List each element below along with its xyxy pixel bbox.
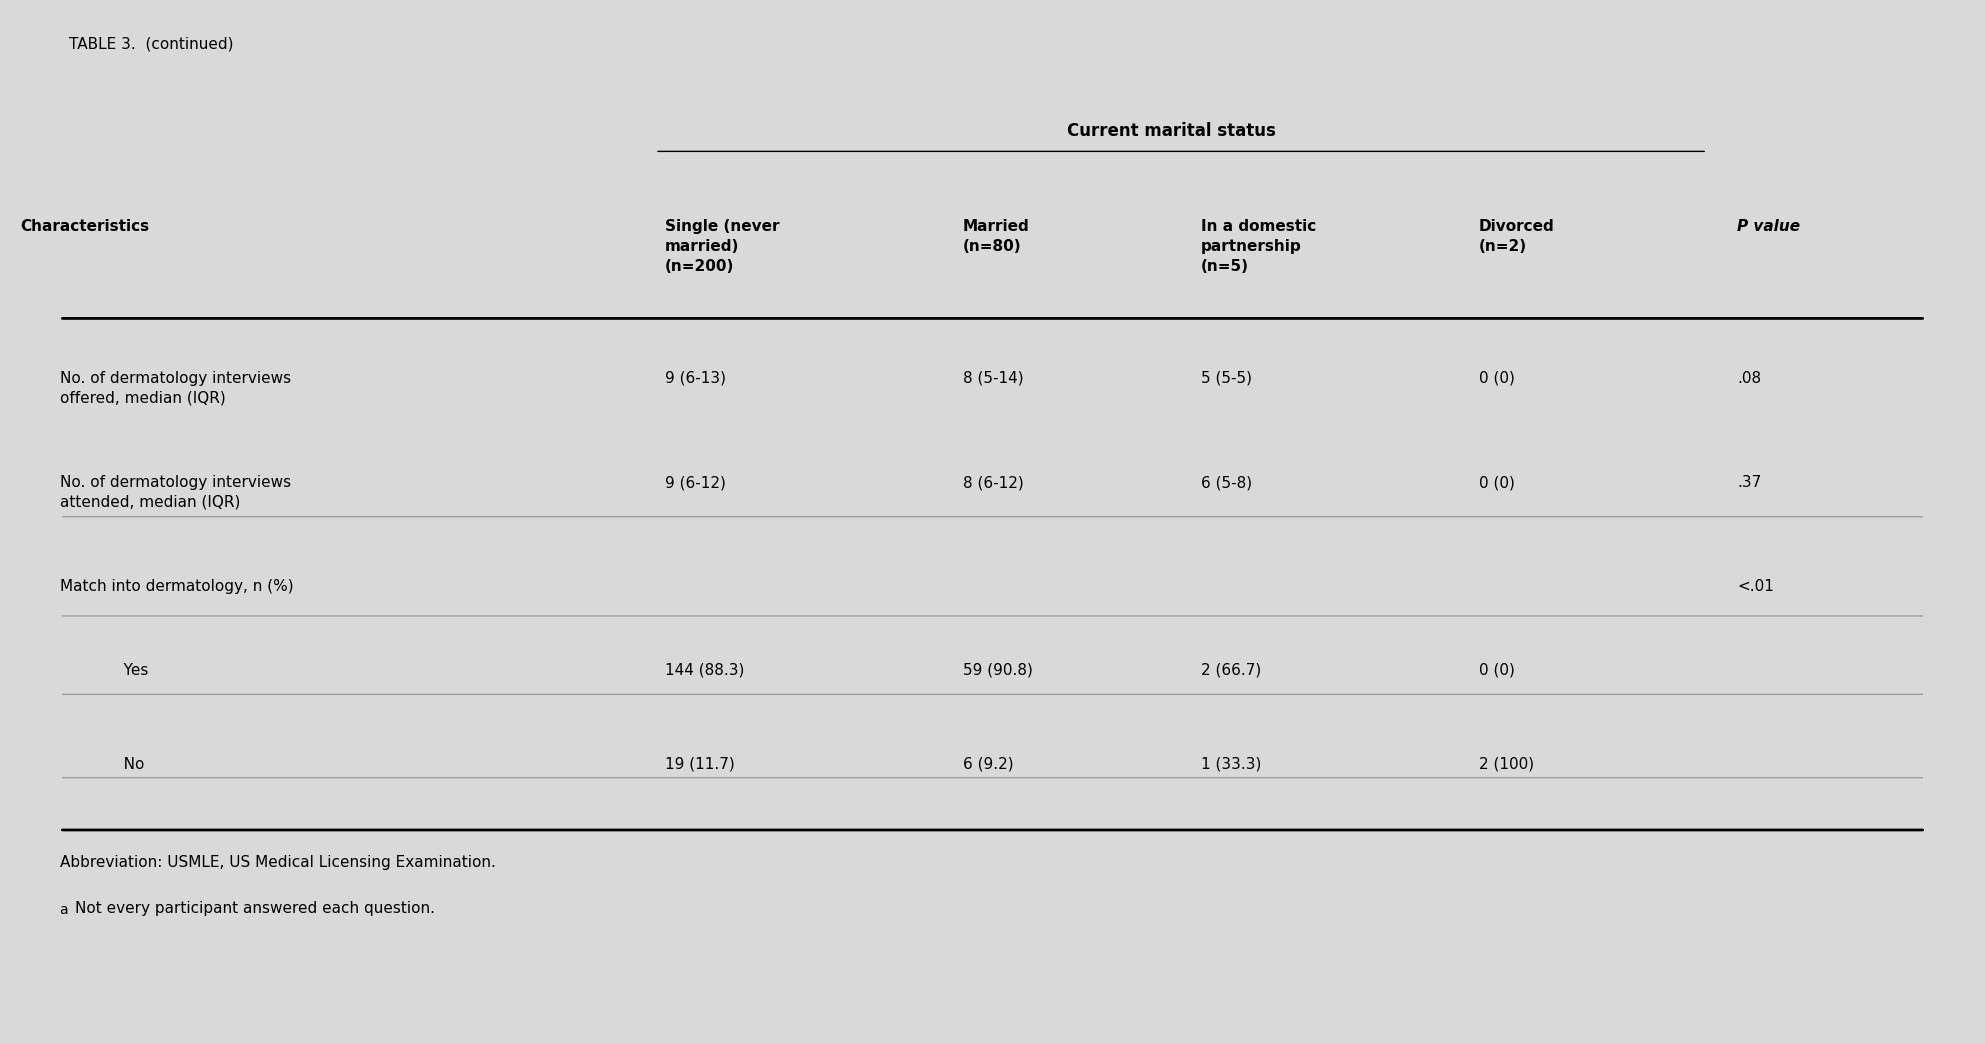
Text: No: No (109, 757, 145, 772)
Text: 8 (5-14): 8 (5-14) (963, 371, 1024, 385)
Text: 6 (9.2): 6 (9.2) (963, 757, 1014, 772)
Text: 8 (6-12): 8 (6-12) (963, 475, 1024, 490)
Text: 2 (100): 2 (100) (1479, 757, 1534, 772)
Text: a: a (60, 902, 67, 917)
Text: Single (never
married)
(n=200): Single (never married) (n=200) (665, 219, 780, 274)
Text: In a domestic
partnership
(n=5): In a domestic partnership (n=5) (1201, 219, 1316, 274)
Text: 0 (0): 0 (0) (1479, 663, 1515, 678)
Text: No. of dermatology interviews
attended, median (IQR): No. of dermatology interviews attended, … (60, 475, 290, 509)
Text: 19 (11.7): 19 (11.7) (665, 757, 734, 772)
Text: 59 (90.8): 59 (90.8) (963, 663, 1032, 678)
Text: Not every participant answered each question.: Not every participant answered each ques… (75, 902, 435, 917)
Text: <.01: <.01 (1737, 579, 1775, 594)
Text: 9 (6-12): 9 (6-12) (665, 475, 727, 490)
Text: 0 (0): 0 (0) (1479, 371, 1515, 385)
Text: Current marital status: Current marital status (1066, 121, 1276, 140)
Text: P value: P value (1737, 219, 1800, 234)
Text: 5 (5-5): 5 (5-5) (1201, 371, 1253, 385)
Text: .37: .37 (1737, 475, 1761, 490)
Text: 144 (88.3): 144 (88.3) (665, 663, 744, 678)
Text: Yes: Yes (109, 663, 149, 678)
Text: 6 (5-8): 6 (5-8) (1201, 475, 1253, 490)
Text: Match into dermatology, n (%): Match into dermatology, n (%) (60, 579, 294, 594)
Text: Divorced
(n=2): Divorced (n=2) (1479, 219, 1554, 254)
Text: No. of dermatology interviews
offered, median (IQR): No. of dermatology interviews offered, m… (60, 371, 290, 405)
Text: Abbreviation: USMLE, US Medical Licensing Examination.: Abbreviation: USMLE, US Medical Licensin… (60, 855, 496, 870)
Text: 2 (66.7): 2 (66.7) (1201, 663, 1260, 678)
Text: Married
(n=80): Married (n=80) (963, 219, 1030, 254)
Text: 0 (0): 0 (0) (1479, 475, 1515, 490)
Text: Characteristics: Characteristics (20, 219, 149, 234)
Text: TABLE 3.  (continued): TABLE 3. (continued) (69, 37, 234, 51)
Text: 1 (33.3): 1 (33.3) (1201, 757, 1260, 772)
Text: 9 (6-13): 9 (6-13) (665, 371, 727, 385)
Text: .08: .08 (1737, 371, 1761, 385)
